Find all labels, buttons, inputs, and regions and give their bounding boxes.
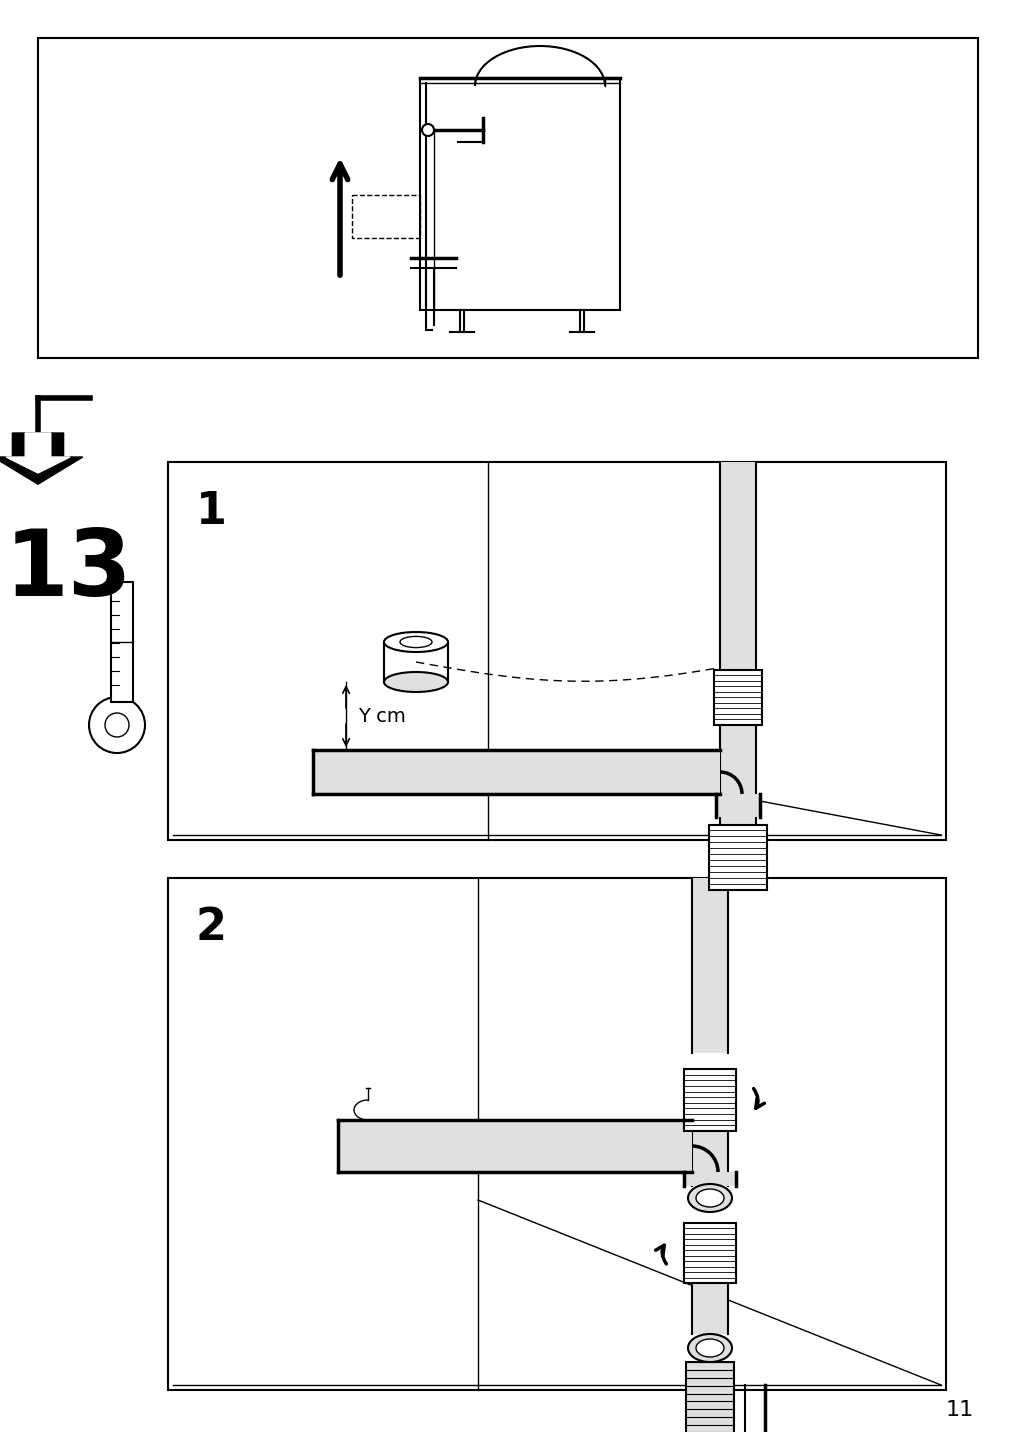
Ellipse shape <box>399 636 432 647</box>
Ellipse shape <box>383 672 448 692</box>
Bar <box>168 463 945 841</box>
Ellipse shape <box>687 1184 731 1211</box>
Bar <box>719 463 755 841</box>
Circle shape <box>105 713 128 737</box>
Circle shape <box>89 697 145 753</box>
Polygon shape <box>6 432 70 473</box>
Text: 13: 13 <box>4 526 131 614</box>
Bar <box>683 1070 735 1131</box>
Bar <box>692 1283 727 1335</box>
Bar <box>38 39 977 358</box>
Bar <box>420 77 620 309</box>
Circle shape <box>422 125 434 136</box>
Text: 1: 1 <box>196 490 226 533</box>
Polygon shape <box>0 432 83 484</box>
Ellipse shape <box>696 1189 723 1207</box>
Text: Y cm: Y cm <box>358 706 405 726</box>
Bar <box>714 670 761 725</box>
Bar <box>692 878 727 1053</box>
Ellipse shape <box>696 1339 723 1358</box>
Bar <box>692 1131 727 1186</box>
Bar <box>709 825 766 889</box>
Bar <box>111 581 132 702</box>
Bar <box>683 1171 735 1186</box>
Ellipse shape <box>383 632 448 652</box>
Bar <box>685 1362 733 1432</box>
Text: 2: 2 <box>196 906 226 949</box>
Text: 11: 11 <box>945 1400 974 1421</box>
Bar <box>168 878 945 1390</box>
Bar <box>312 750 719 793</box>
Bar <box>338 1120 692 1171</box>
Bar <box>716 793 759 818</box>
Ellipse shape <box>687 1335 731 1362</box>
Bar <box>719 835 755 889</box>
Bar <box>352 195 420 238</box>
Bar <box>683 1223 735 1283</box>
